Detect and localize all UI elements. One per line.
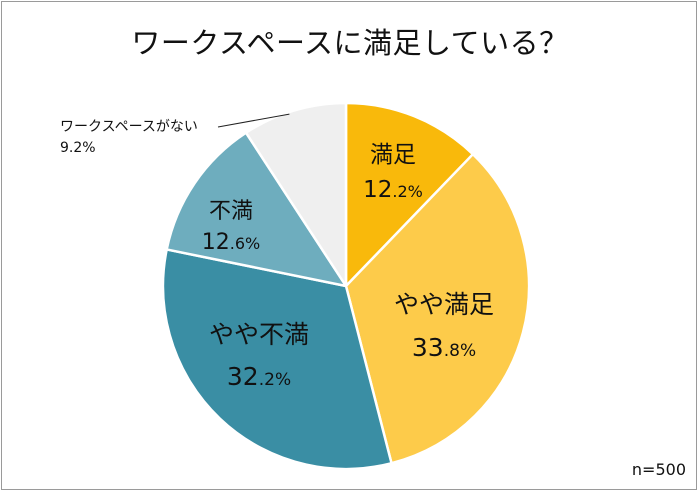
pie-slice: [161, 248, 393, 471]
pie-slice: [165, 131, 348, 288]
slice-label: ワークスペースがない: [60, 119, 198, 135]
slice-label: やや不満: [209, 320, 309, 349]
leader-line: [217, 113, 290, 128]
slice-label: 満足: [370, 142, 416, 168]
slice-label: やや満足: [394, 290, 494, 319]
chart-title: ワークスペースに満足している？: [131, 26, 569, 60]
slice-value-label: 33.8%: [412, 333, 476, 362]
slice-label: 不満: [209, 199, 253, 224]
pie-slice: [244, 101, 348, 288]
slice-value-label: 12.6%: [202, 230, 260, 255]
slice-value-label: 9.2%: [60, 140, 96, 156]
pie-slice: [344, 101, 475, 288]
pie-slice: [344, 152, 531, 465]
sample-size-note: n=500: [631, 460, 686, 479]
slice-value-label: 12.2%: [363, 177, 423, 203]
slice-value-label: 32.2%: [227, 362, 291, 391]
